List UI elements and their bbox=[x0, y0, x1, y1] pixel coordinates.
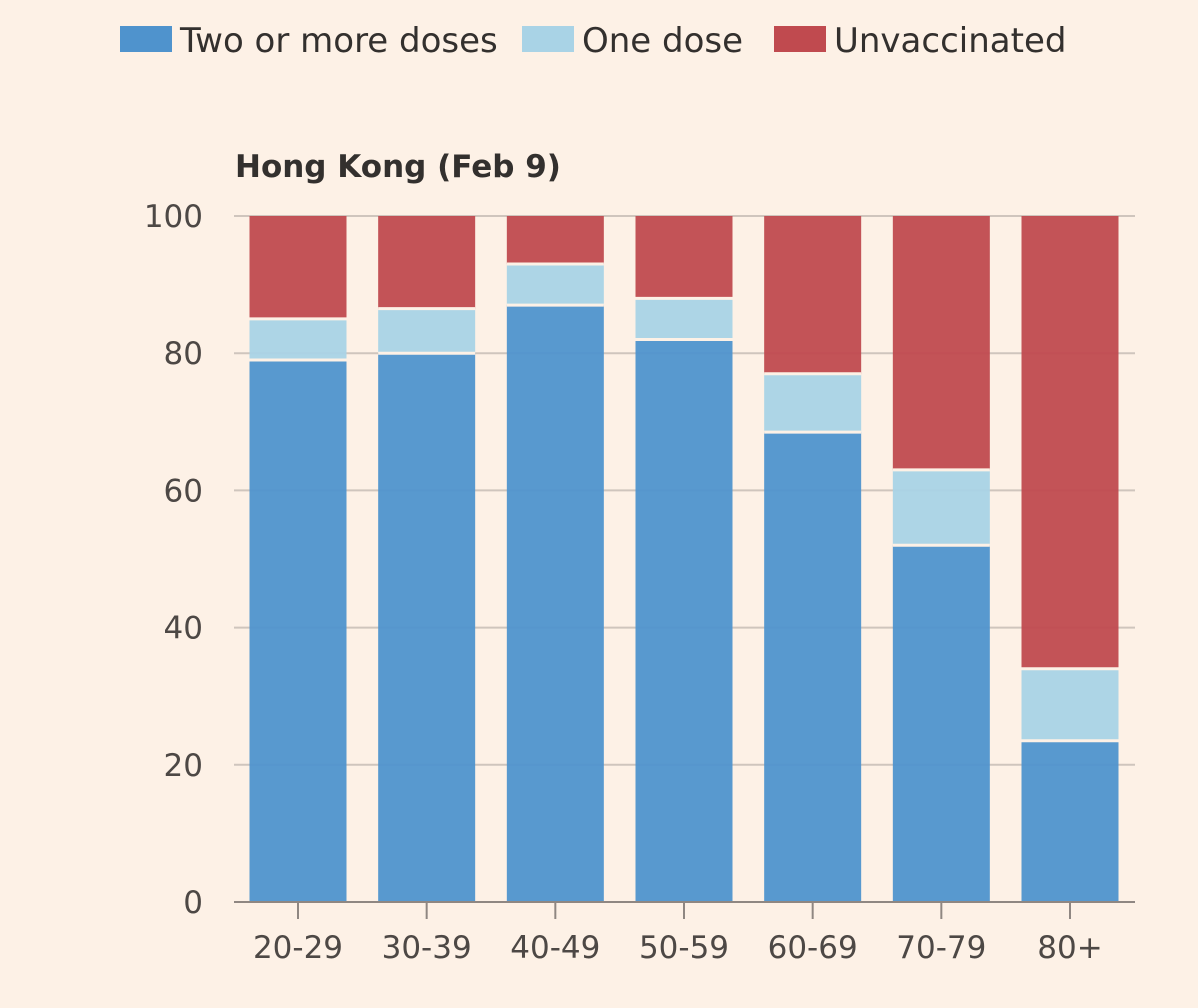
bar-70-79-series-2 bbox=[892, 216, 990, 470]
bar-20-29-series-0 bbox=[249, 360, 347, 902]
legend: Two or more doses One dose Unvaccinated bbox=[120, 21, 1066, 61]
x-tick-label-20-29: 20-29 bbox=[253, 930, 343, 966]
legend-label-2: Unvaccinated bbox=[834, 21, 1066, 61]
legend-label-0: Two or more doses bbox=[179, 21, 498, 61]
bar-30-39-series-0 bbox=[378, 353, 476, 902]
bar-80+-series-1 bbox=[1021, 668, 1119, 741]
bar-30-39-series-2 bbox=[378, 216, 476, 309]
x-tick-label-50-59: 50-59 bbox=[639, 930, 729, 966]
y-tick-label-20: 20 bbox=[164, 748, 203, 784]
bar-50-59-series-1 bbox=[635, 298, 733, 340]
bar-40-49-series-2 bbox=[506, 216, 604, 265]
y-tick-label-60: 60 bbox=[164, 473, 203, 509]
bar-80+-series-2 bbox=[1021, 216, 1119, 669]
bar-50-59-series-2 bbox=[635, 216, 733, 299]
legend-swatch-1 bbox=[522, 26, 574, 52]
y-tick-label-100: 100 bbox=[144, 199, 203, 235]
bar-70-79-series-1 bbox=[892, 469, 990, 546]
x-tick-label-60-69: 60-69 bbox=[768, 930, 858, 966]
bar-30-39-series-1 bbox=[378, 308, 476, 354]
x-tick-label-80+: 80+ bbox=[1037, 930, 1102, 966]
y-tick-label-0: 0 bbox=[183, 885, 203, 921]
x-tick-label-30-39: 30-39 bbox=[382, 930, 472, 966]
bar-60-69-series-1 bbox=[764, 373, 862, 433]
bar-60-69-series-2 bbox=[764, 216, 862, 374]
legend-swatch-2 bbox=[774, 26, 826, 52]
x-tick-label-40-49: 40-49 bbox=[510, 930, 600, 966]
legend-label-1: One dose bbox=[582, 21, 743, 61]
y-tick-label-80: 80 bbox=[164, 336, 203, 372]
bar-20-29-series-1 bbox=[249, 318, 347, 361]
axes: 0 20 40 60 80 100 20-29 30-39 40-49 50-59 60-69 70-… bbox=[144, 199, 1135, 966]
bar-20-29-series-2 bbox=[249, 216, 347, 319]
bar-80+-series-0 bbox=[1021, 740, 1119, 902]
bar-60-69-series-0 bbox=[764, 432, 862, 902]
bar-50-59-series-0 bbox=[635, 339, 733, 903]
y-tick-label-40: 40 bbox=[164, 611, 203, 647]
bars bbox=[249, 216, 1119, 903]
legend-swatch-0 bbox=[120, 26, 172, 52]
bar-40-49-series-1 bbox=[506, 264, 604, 306]
x-tick-label-70-79: 70-79 bbox=[896, 930, 986, 966]
bar-40-49-series-0 bbox=[506, 305, 604, 902]
bar-70-79-series-0 bbox=[892, 545, 990, 902]
chart-subtitle: Hong Kong (Feb 9) bbox=[235, 149, 561, 185]
